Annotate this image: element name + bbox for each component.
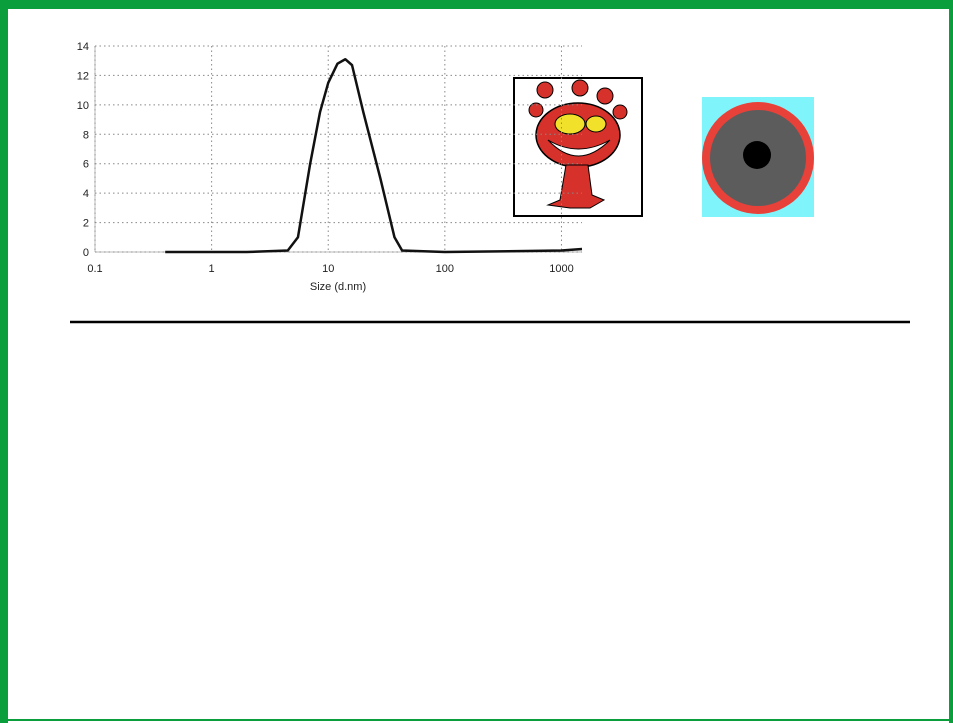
monster-image (513, 77, 643, 217)
y-tick-label: 8 (83, 129, 89, 141)
right-border (949, 0, 953, 723)
y-tick-label: 6 (83, 159, 89, 171)
x-tick-label: 1000 (549, 263, 573, 275)
x-tick-label: 0.1 (87, 263, 102, 275)
series-line (165, 57, 583, 254)
chart: Size (d.nm) 0 2 4 6 8 10 12 14 0.1 1 10 100 1000 (77, 41, 583, 293)
top-border (0, 0, 953, 9)
x-axis-label: Size (d.nm) (310, 281, 366, 293)
bottom-border (0, 719, 953, 721)
y-tick-label: 4 (83, 188, 89, 200)
x-tick-label: 100 (436, 263, 454, 275)
x-tick-label: 1 (209, 263, 215, 275)
particle-icon (702, 97, 814, 217)
x-tick-label: 10 (322, 263, 334, 275)
y-tick-label: 2 (83, 218, 89, 230)
y-tick-label: 12 (77, 70, 89, 82)
y-tick-label: 0 (83, 247, 89, 259)
left-border (0, 0, 8, 723)
y-tick-label: 14 (77, 41, 89, 53)
y-tick-label: 10 (77, 100, 89, 112)
